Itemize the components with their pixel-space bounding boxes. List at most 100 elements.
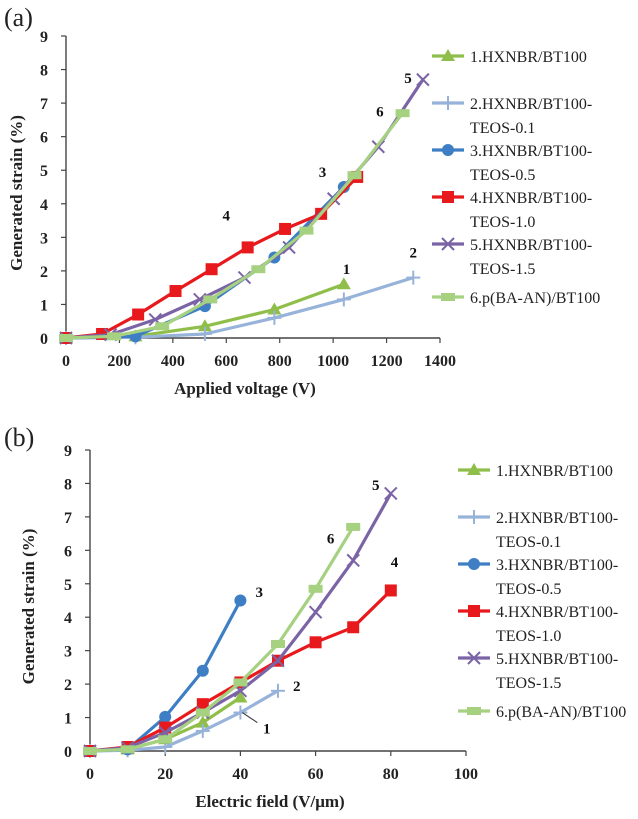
data-point: [120, 745, 135, 754]
series-s2: 2: [59, 245, 421, 345]
y-axis-title: Generated strain (%): [19, 529, 38, 685]
y-axis-title: Generated strain (%): [7, 115, 26, 271]
annotation-leader: [242, 712, 258, 723]
legend-swatch-marker: [467, 651, 481, 665]
data-point: [346, 522, 361, 531]
y-tick-label: 7: [64, 510, 72, 527]
y-tick-label: 5: [64, 577, 72, 594]
legend-entry-6: 6.p(BA-AN)/BT100: [458, 704, 626, 721]
series-s4: 4: [84, 555, 399, 757]
legend-label: TEOS-1.0: [496, 628, 561, 645]
data-point: [241, 241, 254, 254]
legend-label: 3.HXNBR/BT100-: [470, 143, 592, 160]
legend-label: TEOS-1.5: [496, 675, 561, 692]
x-tick-label: 1400: [424, 353, 456, 370]
legend-entry-4: 4.HXNBR/BT100- TEOS-1.0: [432, 190, 592, 231]
legend-swatch-marker: [442, 191, 454, 203]
chart-panel-b: (b) 0 1 2 3 4 5 6 7 8 9 0 20 40 60 80 100 Electric field …: [4, 423, 626, 811]
legend-label: 1.HXNBR/BT100: [470, 49, 587, 66]
chart-panel-a: (a) 0 1 2 3 4 5 6 7 8 9 0 200 400 600 800 1000 1200 1400 Ap…: [4, 3, 600, 398]
legend-label: 6.p(BA-AN)/BT100: [470, 290, 600, 307]
data-point: [267, 302, 282, 315]
y-tick-label: 0: [64, 744, 72, 761]
curve-number-label: 5: [404, 71, 412, 87]
y-tick-label: 9: [64, 443, 72, 460]
legend-label: TEOS-0.1: [470, 120, 535, 137]
data-point: [267, 310, 282, 325]
legend-entry-1: 1.HXNBR/BT100: [432, 49, 587, 66]
series-line: [65, 112, 404, 340]
legend-label: 5.HXNBR/BT100-: [496, 651, 618, 668]
legend-label: 2.HXNBR/BT100-: [496, 510, 618, 527]
data-point: [282, 240, 296, 255]
series-s3: 3: [60, 165, 350, 344]
curve-number-label: 1: [263, 722, 271, 738]
series-line: [65, 78, 425, 340]
data-point: [132, 308, 145, 321]
legend-label: TEOS-0.5: [470, 167, 535, 184]
data-point: [299, 226, 314, 235]
series-s6: 6: [83, 522, 361, 755]
curve-number-label: 1: [343, 262, 351, 278]
x-tick-label: 800: [268, 353, 292, 370]
legend-entry-6: 6.p(BA-AN)/BT100: [432, 290, 600, 307]
legend-entry-2: 2.HXNBR/BT100- TEOS-0.1: [432, 96, 592, 137]
x-tick-label: 40: [232, 766, 248, 783]
legend-swatch-marker: [441, 237, 455, 251]
data-point: [308, 605, 323, 619]
x-tick-label: 1000: [317, 353, 349, 370]
y-tick-label: 5: [40, 163, 48, 180]
legend-label: TEOS-1.5: [470, 261, 535, 278]
data-point: [406, 270, 421, 285]
panel-label: (b): [4, 423, 34, 452]
data-point: [107, 332, 122, 341]
data-point: [336, 277, 351, 290]
legend-entry-2: 2.HXNBR/BT100- TEOS-0.1: [458, 510, 618, 551]
data-point: [233, 705, 248, 720]
y-tick-label: 9: [40, 29, 48, 46]
legend-swatch-marker: [467, 510, 481, 524]
legend-label: 6.p(BA-AN)/BT100: [496, 704, 626, 721]
x-tick-label: 600: [214, 353, 238, 370]
y-tick-label: 1: [64, 711, 72, 728]
legend-swatch-marker: [467, 463, 481, 475]
y-tick-label: 4: [40, 197, 48, 214]
y-tick-label: 6: [40, 130, 48, 147]
data-point: [233, 678, 248, 687]
curve-number-label: 4: [391, 555, 399, 571]
y-tick-label: 0: [40, 331, 48, 348]
legend-entry-4: 4.HXNBR/BT100- TEOS-1.0: [458, 604, 618, 645]
data-point: [195, 723, 210, 738]
y-tick-label: 4: [64, 610, 72, 627]
legend-label: 4.HXNBR/BT100-: [470, 190, 592, 207]
series-s4: 4: [60, 170, 364, 344]
data-point: [159, 710, 172, 723]
data-point: [195, 715, 210, 728]
data-point: [83, 747, 97, 755]
series-s3: 3: [84, 585, 263, 757]
data-point: [196, 698, 209, 711]
data-point: [384, 584, 397, 597]
data-point: [346, 553, 360, 568]
x-axis-title: Electric field (V/μm): [195, 792, 344, 811]
y-tick-label: 2: [64, 677, 72, 694]
curve-number-label: 2: [410, 245, 418, 261]
legend: 1.HXNBR/BT100 2.HXNBR/BT100- TEOS-0.1 3.HXN…: [432, 49, 600, 307]
x-tick-label: 0: [86, 766, 94, 783]
series-line: [65, 175, 359, 340]
legend-entry-5: 5.HXNBR/BT100- TEOS-1.5: [458, 651, 618, 692]
legend-swatch-marker: [441, 96, 455, 110]
data-point: [347, 621, 360, 634]
data-point: [347, 171, 362, 180]
legend-label: 1.HXNBR/BT100: [496, 463, 613, 480]
data-point: [279, 222, 292, 235]
data-point: [271, 639, 285, 648]
y-tick-label: 3: [64, 644, 72, 661]
y-tick-label: 1: [40, 297, 48, 314]
data-point: [197, 326, 212, 341]
legend-label: TEOS-1.0: [470, 214, 535, 231]
data-point: [395, 109, 410, 118]
data-point: [203, 295, 218, 304]
y-tick-label: 6: [64, 543, 72, 560]
